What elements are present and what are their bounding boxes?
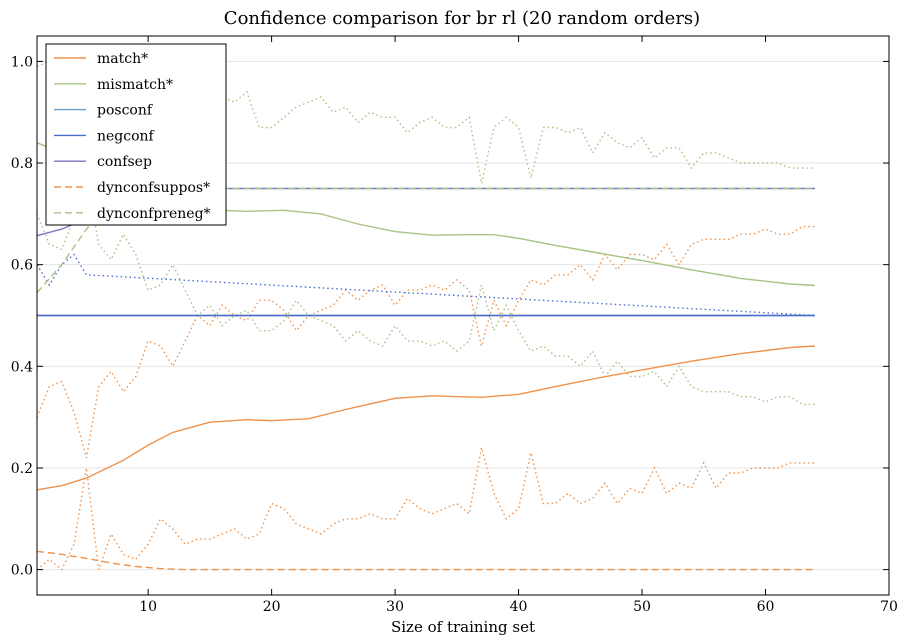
series-line [36,187,815,294]
legend-box [45,43,227,226]
legend-label: negconf [97,128,156,144]
plot-frame [36,35,890,596]
band-series-group [36,60,815,571]
band-line [36,173,815,406]
y-tick-label: 0.6 [11,258,33,274]
chart-title: Confidence comparison for br rl (20 rand… [224,8,700,29]
x-axis-label: Size of training set [391,618,535,636]
series-line [36,550,815,571]
x-tick-label: 70 [880,599,898,615]
legend: match* mismatch* posconf negconf confsep dync… [45,43,227,226]
legend-label: posconf [97,103,154,119]
x-tick-label: 50 [633,599,651,615]
series-group [36,142,815,571]
legend-label: match* [97,51,148,67]
legend-label: dynconfsuppos* [97,180,210,196]
y-tick-label: 0.2 [11,461,33,477]
axis-ticks: 10 20 30 40 50 60 70 0.0 0.2 0.4 0.6 0.8 1.0 [11,36,898,615]
y-tick-label: 0.8 [11,156,33,172]
y-tick-label: 0.0 [11,563,33,579]
x-tick-label: 30 [386,599,404,615]
band-line [36,225,815,458]
series-line [36,345,815,491]
legend-label: confsep [97,154,152,170]
x-tick-label: 10 [139,599,157,615]
x-tick-label: 60 [757,599,775,615]
x-tick-label: 40 [510,599,528,615]
y-tick-label: 0.4 [11,359,33,375]
band-line [36,447,815,571]
legend-label: mismatch* [97,77,173,93]
x-tick-label: 20 [263,599,281,615]
legend-label: dynconfpreneg* [97,206,211,222]
y-tick-label: 1.0 [11,54,33,70]
